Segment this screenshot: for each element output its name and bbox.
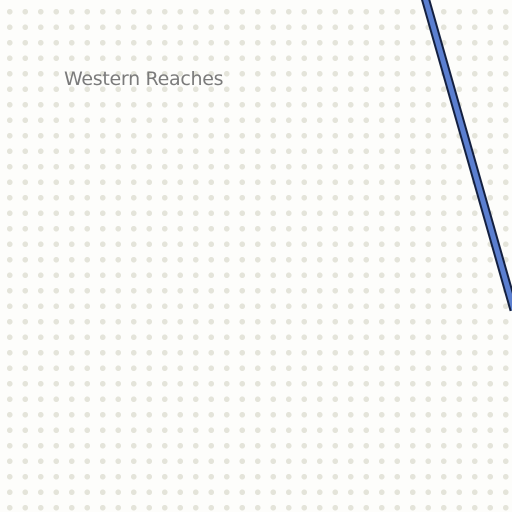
road-fill[interactable] [423, 0, 512, 311]
region-label-western-reaches: Western Reaches [64, 68, 224, 90]
